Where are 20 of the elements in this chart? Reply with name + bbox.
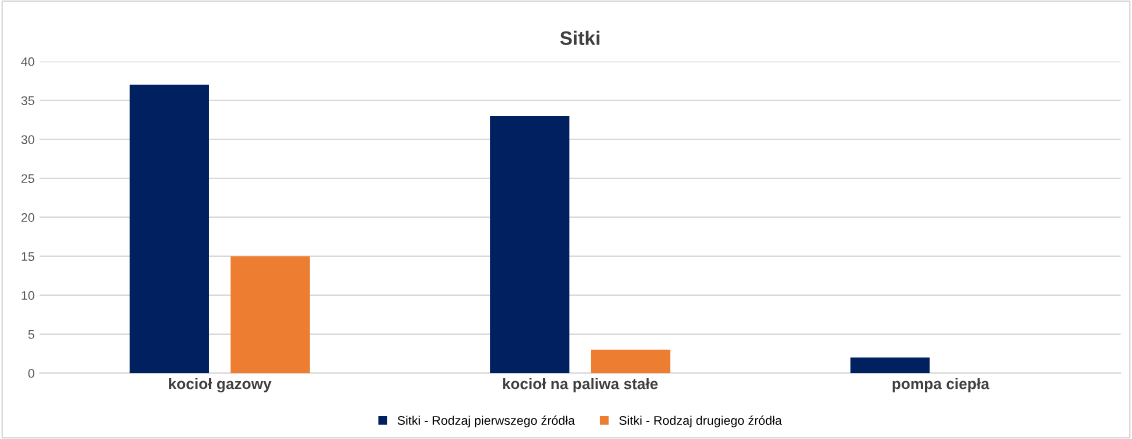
y-tick-label: 35 [21,96,35,106]
bar [129,84,209,374]
bar [850,357,930,374]
x-tick-label: kocioł na paliwa stałe [503,378,658,393]
x-tick-label: kocioł gazowy [169,378,272,393]
y-tick-label: 20 [21,213,35,222]
y-tick-label: 15 [21,252,35,261]
x-tick-label: pompa ciepła [892,378,990,393]
bar [590,349,671,374]
y-tick-label: 5 [28,330,35,339]
legend-label: Sitki - Rodzaj pierwszego źródła [397,415,575,428]
bar [490,116,570,374]
chart-title: Sitki [560,30,600,45]
legend-label: Sitki - Rodzaj drugiego źródła [619,415,782,428]
y-tick-label: 25 [21,174,35,183]
y-tick-label: 0 [28,368,35,378]
bar [230,256,310,374]
y-tick-label: 40 [21,57,35,67]
y-tick-label: 30 [21,135,35,145]
y-tick-label: 10 [21,291,35,300]
